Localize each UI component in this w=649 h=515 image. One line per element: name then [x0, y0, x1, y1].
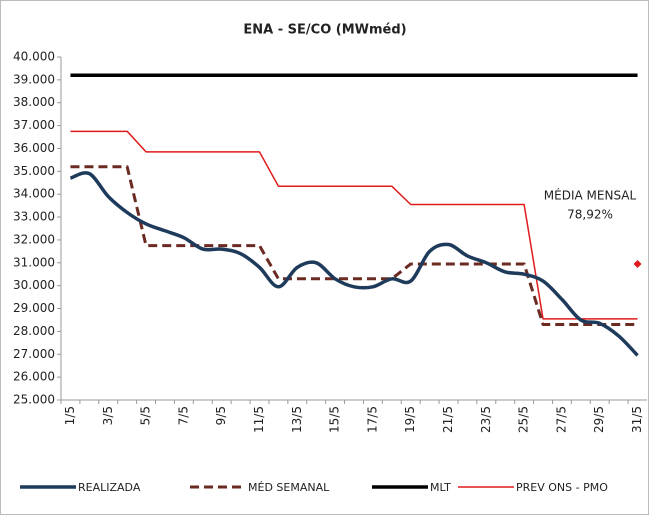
legend-label: PREV ONS - PMO [516, 481, 608, 494]
y-tick-label: 34.000 [13, 187, 55, 201]
series-line [70, 130, 638, 320]
y-tick-label: 36.000 [13, 141, 55, 155]
legend-label: MÉD SEMANAL [248, 481, 330, 494]
y-tick-label: 33.000 [13, 210, 55, 224]
y-tick-label: 40.000 [13, 50, 55, 64]
series-line [69, 171, 639, 357]
y-tick-label: 35.000 [13, 164, 55, 178]
x-tick-label: 21/5 [441, 406, 455, 433]
y-tick-label: 26.000 [13, 370, 55, 384]
x-tick-label: 9/5 [214, 406, 228, 425]
series-line [70, 165, 638, 327]
x-tick-label: 31/5 [630, 406, 644, 433]
x-tick-label: 13/5 [290, 406, 304, 433]
annotation-marker [633, 259, 642, 268]
chart-title: ENA - SE/CO (MWméd) [243, 23, 406, 38]
x-tick-label: 19/5 [403, 406, 417, 433]
x-tick-label: 17/5 [365, 406, 379, 433]
y-tick-label: 38.000 [13, 95, 55, 109]
x-tick-label: 23/5 [479, 406, 493, 433]
legend-label: MLT [430, 481, 451, 494]
y-tick-label: 32.000 [13, 232, 55, 246]
x-tick-label: 11/5 [252, 406, 266, 433]
y-tick-label: 28.000 [13, 324, 55, 338]
x-tick-label: 1/5 [63, 406, 77, 425]
x-tick-label: 3/5 [101, 406, 115, 425]
x-tick-label: 27/5 [554, 406, 568, 433]
y-tick-label: 39.000 [13, 72, 55, 86]
x-tick-label: 29/5 [592, 406, 606, 433]
x-tick-label: 5/5 [139, 406, 153, 425]
y-tick-label: 37.000 [13, 118, 55, 132]
x-tick-label: 15/5 [328, 406, 342, 433]
x-tick-label: 25/5 [517, 406, 531, 433]
annotation-text: 78,92% [567, 208, 613, 222]
legend-label: REALIZADA [78, 481, 141, 494]
annotation-text: MÉDIA MENSAL [544, 188, 637, 203]
y-tick-label: 27.000 [13, 347, 55, 361]
x-tick-label: 7/5 [176, 406, 190, 425]
y-tick-label: 25.000 [13, 393, 55, 407]
y-tick-label: 30.000 [13, 278, 55, 292]
y-tick-label: 29.000 [13, 301, 55, 315]
y-tick-label: 31.000 [13, 255, 55, 269]
